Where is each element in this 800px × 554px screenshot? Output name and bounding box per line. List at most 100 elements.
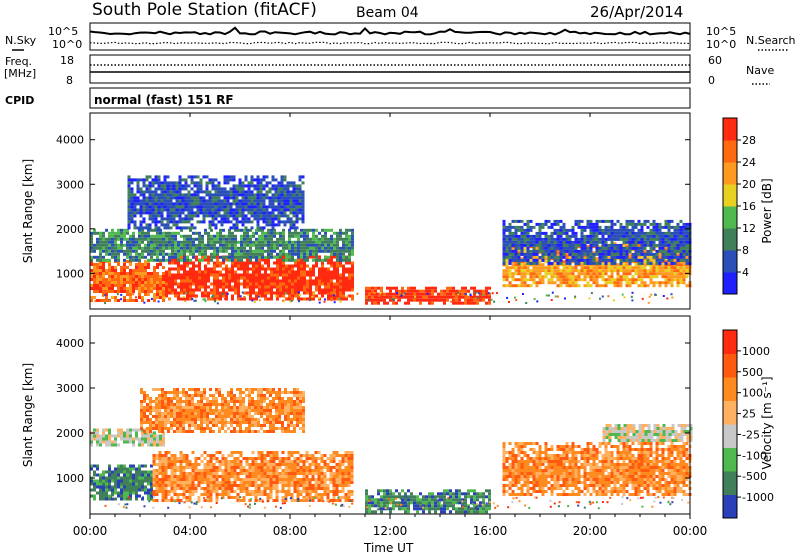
data-cell bbox=[300, 252, 303, 256]
data-cell bbox=[327, 279, 330, 283]
data-cell bbox=[189, 252, 192, 256]
data-cell bbox=[607, 281, 611, 285]
data-cell bbox=[189, 234, 192, 238]
data-cell bbox=[259, 193, 263, 197]
data-cell bbox=[228, 282, 231, 286]
data-cell bbox=[203, 469, 207, 472]
data-cell bbox=[283, 178, 287, 182]
data-cell bbox=[182, 481, 186, 484]
data-cell bbox=[135, 476, 138, 480]
data-cell bbox=[123, 275, 126, 278]
data-cell bbox=[138, 485, 141, 489]
data-cell bbox=[431, 286, 434, 290]
data-cell bbox=[200, 475, 204, 478]
data-cell bbox=[165, 291, 168, 295]
data-cell bbox=[583, 243, 587, 247]
data-cell bbox=[160, 223, 164, 227]
data-cell bbox=[601, 284, 605, 288]
data-cell bbox=[646, 261, 650, 265]
data-cell bbox=[244, 214, 248, 218]
data-cell bbox=[139, 178, 143, 182]
data-cell bbox=[180, 243, 183, 247]
data-cell bbox=[321, 261, 324, 265]
data-cell bbox=[158, 490, 162, 493]
data-cell bbox=[114, 491, 117, 495]
data-cell bbox=[598, 284, 602, 288]
data-cell bbox=[154, 202, 158, 206]
data-cell bbox=[238, 220, 242, 224]
data-cell bbox=[186, 282, 189, 286]
data-cell bbox=[155, 478, 159, 481]
data-cell bbox=[592, 266, 596, 270]
data-cell bbox=[556, 258, 560, 262]
data-cell bbox=[547, 240, 551, 244]
data-cell bbox=[562, 225, 566, 229]
data-cell bbox=[508, 284, 512, 288]
data-cell bbox=[268, 217, 272, 221]
data-cell bbox=[332, 294, 335, 297]
data-cell bbox=[127, 199, 131, 203]
data-cell bbox=[154, 199, 158, 203]
data-cell bbox=[191, 469, 195, 472]
data-cell bbox=[225, 294, 228, 298]
data-cell bbox=[291, 297, 294, 301]
data-cell bbox=[241, 202, 245, 206]
data-cell bbox=[132, 234, 135, 238]
data-cell bbox=[161, 469, 165, 472]
data-cell bbox=[595, 249, 599, 253]
data-cell bbox=[330, 252, 333, 256]
data-cell bbox=[277, 184, 281, 188]
data-cell bbox=[259, 211, 263, 215]
data-cell bbox=[129, 234, 132, 238]
data-cell bbox=[129, 287, 132, 290]
data-cell bbox=[126, 482, 129, 486]
data-cell bbox=[211, 295, 214, 298]
data-cell bbox=[161, 490, 165, 493]
data-cell bbox=[180, 267, 183, 271]
data-cell bbox=[253, 301, 256, 303]
data-cell bbox=[630, 295, 633, 298]
data-cell bbox=[210, 297, 213, 301]
data-cell bbox=[664, 278, 668, 282]
data-cell bbox=[126, 479, 129, 483]
data-cell bbox=[195, 255, 198, 259]
data-cell bbox=[162, 290, 165, 293]
data-cell bbox=[649, 266, 653, 270]
data-cell bbox=[126, 243, 129, 247]
data-cell bbox=[147, 240, 150, 244]
data-cell bbox=[151, 217, 155, 221]
data-cell bbox=[117, 290, 120, 293]
data-cell bbox=[514, 246, 518, 250]
data-cell bbox=[315, 276, 318, 280]
data-cell bbox=[514, 249, 518, 253]
data-cell bbox=[105, 272, 108, 275]
data-cell bbox=[599, 297, 601, 300]
data-cell bbox=[283, 214, 287, 218]
nsky-tick-top: 10^5 bbox=[48, 25, 78, 38]
data-cell bbox=[157, 187, 161, 191]
data-cell bbox=[247, 193, 251, 197]
data-cell bbox=[136, 190, 140, 194]
data-cell bbox=[589, 261, 593, 265]
data-cell bbox=[541, 255, 545, 259]
data-cell bbox=[246, 267, 249, 271]
data-cell bbox=[154, 223, 158, 227]
data-cell bbox=[277, 217, 281, 221]
data-cell bbox=[595, 225, 599, 229]
data-cell bbox=[249, 294, 252, 298]
data-cell bbox=[207, 279, 210, 283]
data-cell bbox=[237, 261, 240, 265]
data-cell bbox=[655, 269, 659, 273]
data-cell bbox=[177, 246, 180, 250]
data-cell bbox=[108, 278, 111, 281]
data-cell bbox=[565, 240, 569, 244]
data-cell bbox=[252, 279, 255, 283]
data-cell bbox=[547, 261, 551, 265]
data-cell bbox=[267, 243, 270, 247]
data-cell bbox=[163, 199, 167, 203]
data-cell bbox=[142, 211, 146, 215]
data-cell bbox=[127, 178, 131, 182]
data-cell bbox=[342, 258, 345, 262]
data-cell bbox=[511, 278, 515, 282]
data-cell bbox=[188, 487, 192, 490]
